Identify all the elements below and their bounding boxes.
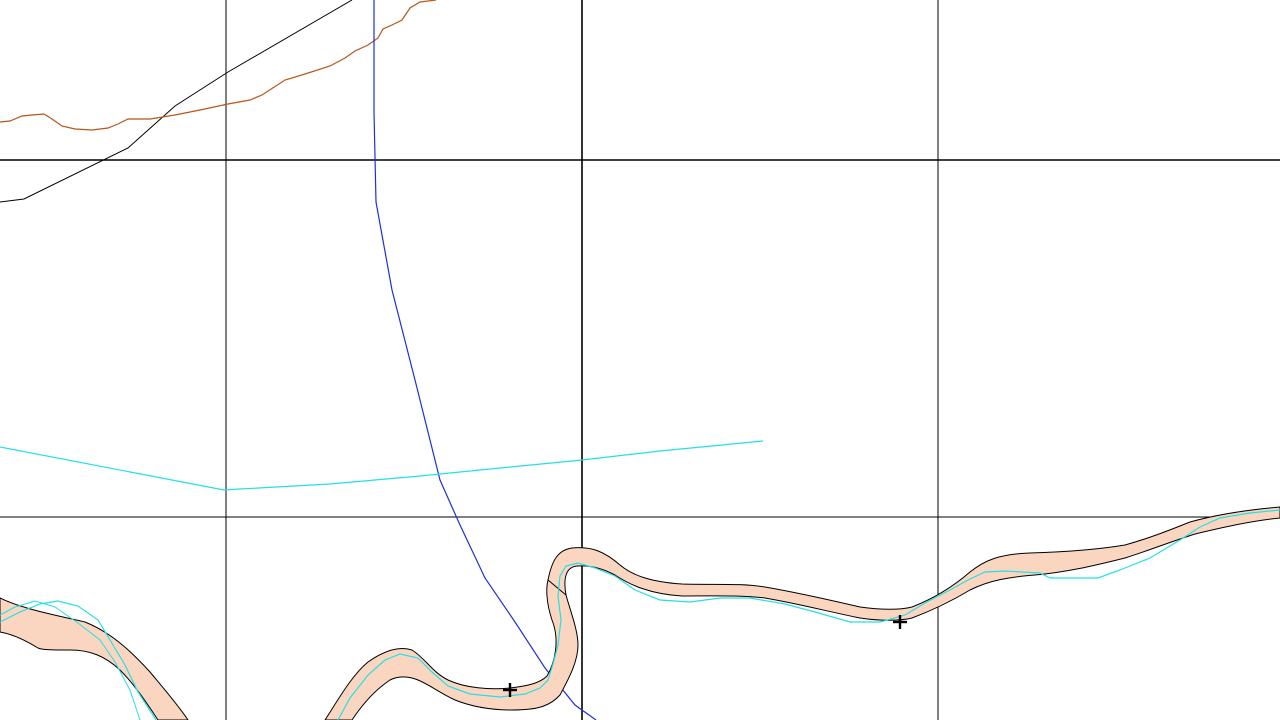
river-centerline	[0, 600, 141, 720]
crosshair-marker-icon[interactable]	[503, 683, 517, 697]
road-line	[0, 0, 353, 203]
crosshair-marker-icon[interactable]	[893, 615, 907, 629]
contour-line	[0, 0, 437, 131]
river-centerline	[0, 600, 157, 720]
river-polygon-left	[0, 597, 189, 720]
river-centerline	[337, 509, 1280, 720]
river-polygon-middle	[324, 579, 579, 720]
lake-shore-line	[0, 440, 764, 491]
